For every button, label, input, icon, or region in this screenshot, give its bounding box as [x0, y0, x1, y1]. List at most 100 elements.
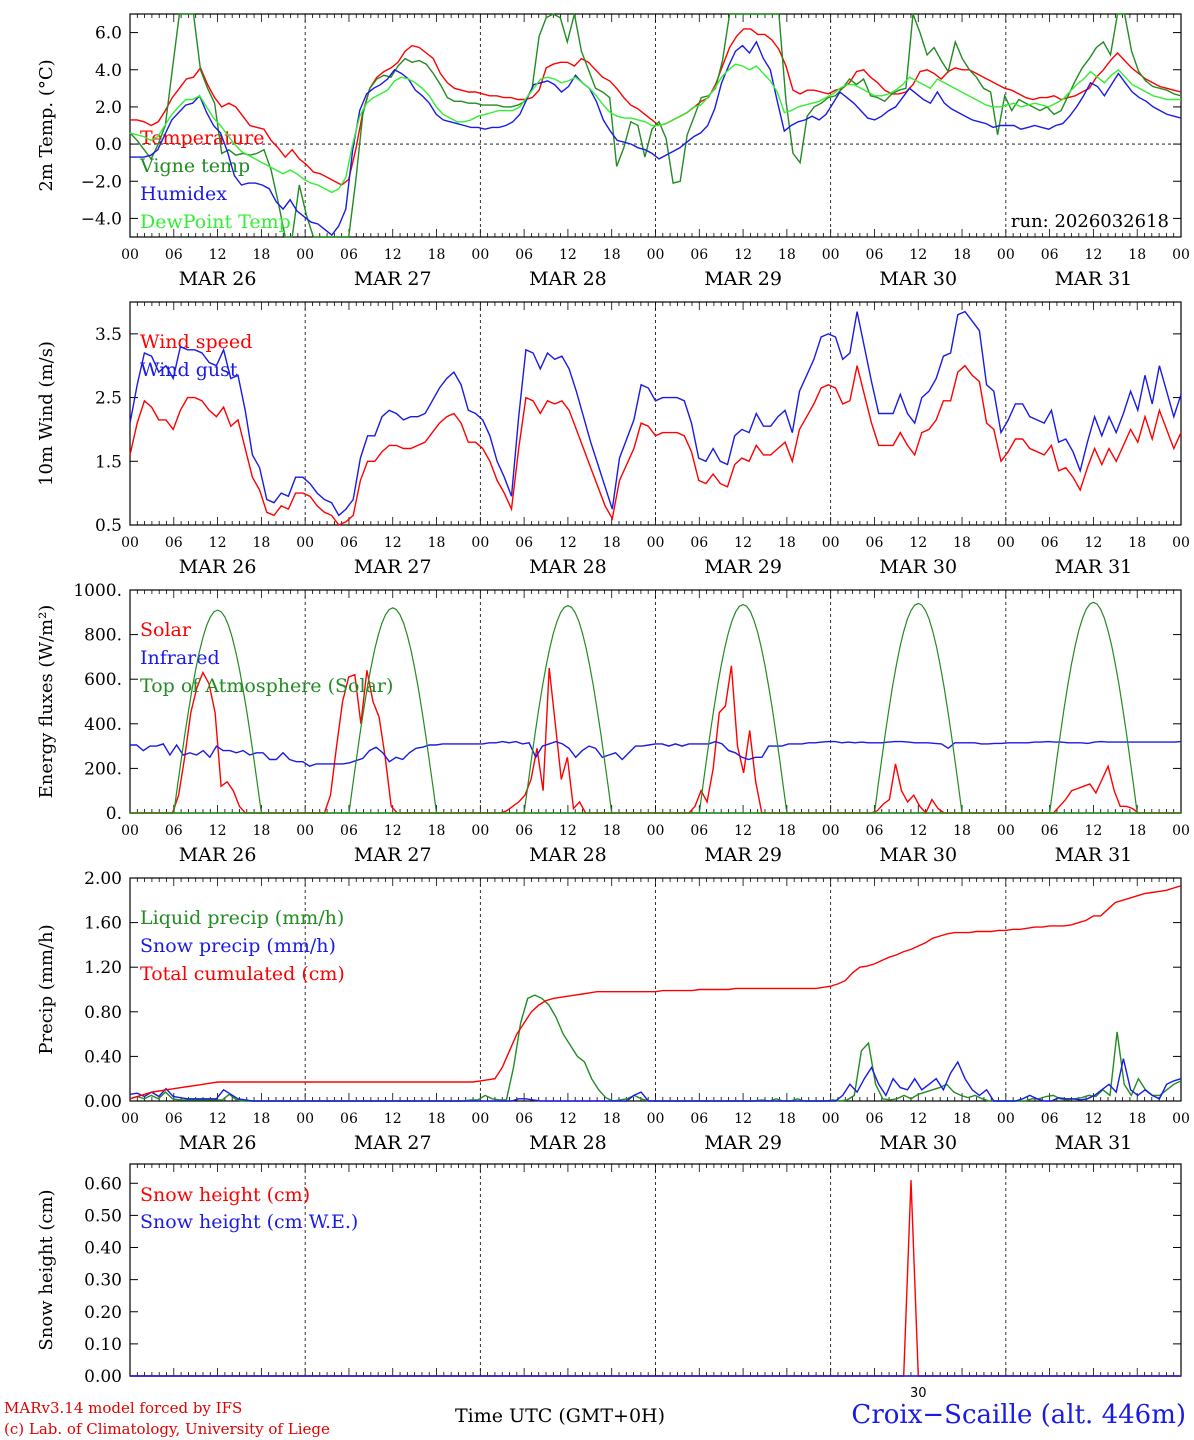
hour-tick-label: 00: [997, 823, 1015, 839]
hour-tick-label: 18: [252, 535, 270, 551]
series-line: [129, 310, 1182, 517]
series-line: [129, 885, 1182, 1100]
day-tick-label: MAR 26: [179, 268, 257, 290]
hour-tick-label: 18: [1128, 823, 1146, 839]
hour-tick-label: 00: [121, 823, 139, 839]
hour-tick-label: 18: [953, 535, 971, 551]
y-tick-label: 1000.: [73, 581, 122, 601]
hour-tick-label: 18: [603, 1111, 621, 1127]
y-tick-label: 1.20: [84, 958, 122, 978]
hour-tick-label: 06: [515, 535, 533, 551]
hour-tick-label: 18: [778, 247, 796, 263]
hour-tick-label: 12: [384, 823, 402, 839]
hour-tick-label: 00: [822, 823, 840, 839]
toa-curve: [170, 609, 265, 814]
day-tick-label: MAR 27: [354, 1132, 432, 1154]
y-axis-label: Snow height (cm): [36, 1189, 57, 1350]
day-tick-label: MAR 26: [179, 556, 257, 578]
day-tick-label: MAR 27: [354, 556, 432, 578]
day-tick-label: MAR 27: [354, 844, 432, 866]
y-tick-label: −4.0: [81, 209, 122, 229]
panel-1: 00 06 12 18 00 06 12 18 00 06 12 18 00 06 12 18 00 06 12 18…: [36, 13, 1190, 290]
panel-2: 00 06 12 18 00 06 12 18 00 06 12 18 00 06 12 18 00 06 12 18…: [36, 301, 1190, 578]
hour-tick-label: 06: [690, 823, 708, 839]
day-tick-label: MAR 26: [179, 844, 257, 866]
hour-tick-label: 00: [997, 535, 1015, 551]
hour-tick-label: 12: [384, 1111, 402, 1127]
legend-label: Humidex: [140, 183, 227, 205]
hour-tick-label: 12: [1085, 823, 1103, 839]
hour-tick-label: 06: [340, 247, 358, 263]
hour-tick-label: 18: [1128, 247, 1146, 263]
hour-tick-label: 12: [734, 1111, 752, 1127]
model-credit: MARv3.14 model forced by IFS: [4, 1399, 243, 1417]
hour-tick-label: 00: [296, 535, 314, 551]
plot-frame: [129, 301, 1182, 526]
hour-tick-label: 12: [1085, 1111, 1103, 1127]
toa-curve: [345, 607, 441, 814]
meteogram: 00 06 12 18 00 06 12 18 00 06 12 18 00 06 12 18 00 06 12 18…: [36, 13, 1190, 1387]
y-tick-label: 0.5: [95, 516, 122, 536]
hour-tick-label: 06: [1041, 1111, 1059, 1127]
hour-tick-label: 06: [340, 1111, 358, 1127]
y-tick-label: 0.0: [95, 135, 122, 155]
hour-tick-label: 06: [866, 535, 884, 551]
hour-tick-label: 00: [471, 247, 489, 263]
day-tick-label: MAR 31: [1055, 1132, 1133, 1154]
hour-tick-label: 00: [121, 247, 139, 263]
day-tick-label: MAR 31: [1055, 844, 1133, 866]
hour-tick-label: 18: [252, 823, 270, 839]
toa-curve: [520, 604, 616, 814]
hour-tick-label: 00: [296, 247, 314, 263]
hour-tick-label: 00: [822, 1111, 840, 1127]
hour-tick-label: 18: [953, 247, 971, 263]
legend-label: Solar: [140, 619, 192, 641]
day-tick-label: MAR 31: [1055, 556, 1133, 578]
hour-tick-label: 12: [559, 247, 577, 263]
hour-tick-label: 06: [165, 1111, 183, 1127]
y-tick-label: 4.0: [95, 61, 122, 81]
plot-frame: [129, 589, 1182, 814]
hour-tick-label: 12: [909, 823, 927, 839]
y-tick-label: −2.0: [81, 172, 122, 192]
hour-tick-label: 12: [559, 535, 577, 551]
hour-tick-label: 18: [603, 823, 621, 839]
legend-label: Infrared: [140, 647, 220, 669]
y-tick-label: 0.00: [84, 1367, 122, 1387]
hour-tick-label: 18: [428, 1111, 446, 1127]
y-tick-label: 0.: [106, 804, 122, 824]
hour-tick-label: 18: [953, 823, 971, 839]
y-tick-label: 0.60: [84, 1174, 122, 1194]
hour-tick-label: 06: [515, 1111, 533, 1127]
hour-tick-label: 18: [252, 247, 270, 263]
legend-label: Snow precip (mm/h): [140, 935, 336, 957]
y-tick-label: 0.40: [84, 1239, 122, 1259]
hour-tick-label: 00: [647, 535, 665, 551]
hour-tick-label: 06: [165, 247, 183, 263]
lab-credit: (c) Lab. of Climatology, University of L…: [4, 1420, 330, 1438]
series-line: [129, 1058, 1182, 1102]
hour-tick-label: 12: [209, 247, 227, 263]
y-tick-label: 2.0: [95, 98, 122, 118]
hour-tick-label: 12: [734, 535, 752, 551]
y-axis-label: Precip (mm/h): [36, 924, 57, 1054]
panel-5: 0.00 0.10 0.20 0.30 0.40 0.50 0.60 Snow height …: [36, 1163, 1182, 1387]
hour-tick-label: 12: [909, 535, 927, 551]
hour-tick-label: 06: [1041, 535, 1059, 551]
hour-tick-label: 06: [165, 535, 183, 551]
panel-4: 00 06 12 18 00 06 12 18 00 06 12 18 00 06 12 18 00 06 12 18…: [36, 869, 1190, 1154]
hour-tick-label: 06: [866, 823, 884, 839]
hour-tick-label: 06: [340, 535, 358, 551]
day-tick-label: MAR 29: [704, 844, 782, 866]
hour-tick-label: 12: [384, 247, 402, 263]
day-tick-label: MAR 28: [529, 556, 607, 578]
hour-tick-label: 06: [515, 247, 533, 263]
hour-tick-label: 18: [252, 1111, 270, 1127]
hour-tick-label: 00: [647, 823, 665, 839]
x-axis-title: Time UTC (GMT+0H): [455, 1405, 666, 1427]
hour-tick-label: 06: [690, 1111, 708, 1127]
hour-tick-label: 12: [209, 535, 227, 551]
hour-tick-label: 00: [647, 247, 665, 263]
y-axis-label: 10m Wind (m/s): [36, 341, 57, 486]
y-tick-label: 0.10: [84, 1335, 122, 1355]
